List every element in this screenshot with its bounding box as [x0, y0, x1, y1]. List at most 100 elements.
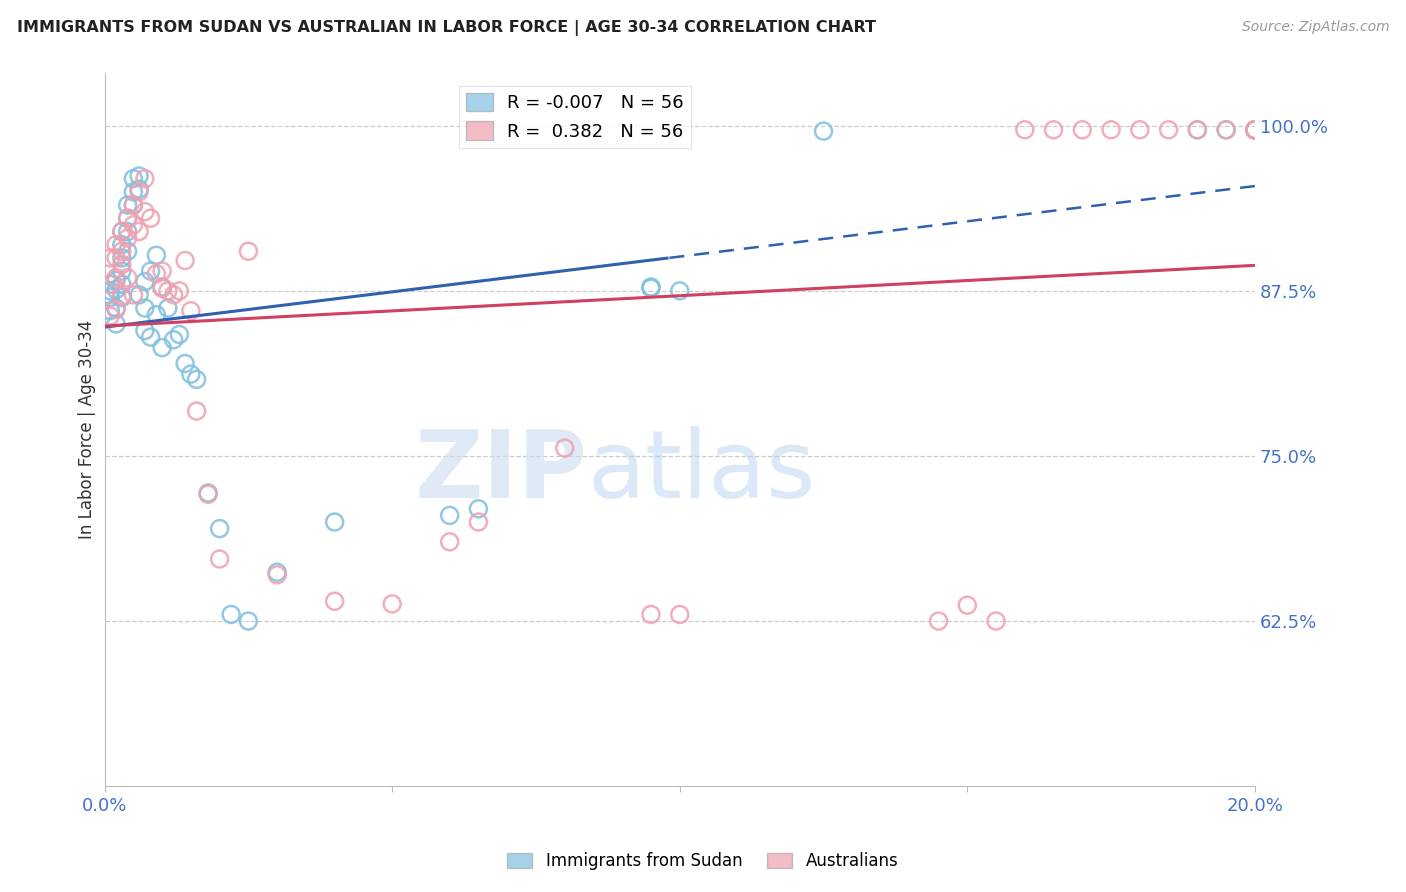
Point [238, 614, 260, 628]
Point [208, 522, 231, 536]
Text: atlas: atlas [588, 426, 815, 518]
Point [111, 244, 134, 259]
Point [186, 404, 208, 418]
Point [117, 198, 139, 212]
Point [208, 552, 231, 566]
Point [111, 277, 134, 292]
Point [111, 289, 134, 303]
Point [134, 275, 156, 289]
Point [134, 171, 156, 186]
Point [554, 441, 576, 455]
Point [150, 281, 173, 295]
Point [323, 515, 346, 529]
Point [134, 204, 156, 219]
Point [111, 237, 134, 252]
Point [156, 284, 179, 298]
Point [467, 501, 489, 516]
Point [105, 251, 128, 265]
Point [139, 330, 162, 344]
Point [105, 301, 128, 315]
Point [156, 301, 179, 315]
Point [122, 171, 145, 186]
Point [928, 614, 950, 628]
Point [122, 218, 145, 232]
Point [139, 211, 162, 226]
Point [1244, 122, 1267, 136]
Point [117, 224, 139, 238]
Point [134, 301, 156, 315]
Point [111, 224, 134, 238]
Legend: R = -0.007   N = 56, R =  0.382   N = 56: R = -0.007 N = 56, R = 0.382 N = 56 [458, 86, 692, 148]
Point [668, 607, 690, 622]
Text: IMMIGRANTS FROM SUDAN VS AUSTRALIAN IN LABOR FORCE | AGE 30-34 CORRELATION CHART: IMMIGRANTS FROM SUDAN VS AUSTRALIAN IN L… [17, 20, 876, 36]
Point [98, 309, 121, 323]
Point [98, 277, 121, 292]
Point [111, 251, 134, 265]
Point [1244, 122, 1267, 136]
Point [128, 185, 150, 199]
Point [122, 288, 145, 302]
Point [1244, 122, 1267, 136]
Point [219, 607, 242, 622]
Point [128, 182, 150, 196]
Point [1187, 122, 1209, 136]
Point [813, 124, 835, 138]
Point [238, 244, 260, 259]
Point [186, 372, 208, 386]
Point [105, 237, 128, 252]
Point [174, 253, 197, 268]
Point [640, 281, 662, 295]
Point [266, 565, 288, 579]
Point [174, 357, 197, 371]
Point [111, 257, 134, 271]
Legend: Immigrants from Sudan, Australians: Immigrants from Sudan, Australians [501, 846, 905, 877]
Point [98, 277, 121, 292]
Point [467, 515, 489, 529]
Point [98, 291, 121, 305]
Point [139, 264, 162, 278]
Text: ZIP: ZIP [415, 426, 588, 518]
Point [122, 198, 145, 212]
Point [105, 270, 128, 285]
Point [105, 317, 128, 331]
Point [956, 598, 979, 612]
Point [105, 283, 128, 297]
Point [162, 333, 184, 347]
Point [117, 270, 139, 285]
Point [180, 303, 202, 318]
Point [122, 198, 145, 212]
Point [1215, 122, 1237, 136]
Point [381, 597, 404, 611]
Point [117, 231, 139, 245]
Point [197, 486, 219, 500]
Point [323, 594, 346, 608]
Point [98, 284, 121, 298]
Point [111, 224, 134, 238]
Point [105, 302, 128, 317]
Point [122, 185, 145, 199]
Y-axis label: In Labor Force | Age 30-34: In Labor Force | Age 30-34 [79, 320, 96, 539]
Point [98, 251, 121, 265]
Point [169, 284, 191, 298]
Point [197, 487, 219, 501]
Point [111, 264, 134, 278]
Point [98, 303, 121, 318]
Point [128, 224, 150, 238]
Point [150, 280, 173, 294]
Point [1014, 122, 1036, 136]
Point [169, 327, 191, 342]
Point [668, 284, 690, 298]
Point [150, 264, 173, 278]
Point [1129, 122, 1152, 136]
Point [117, 211, 139, 226]
Point [134, 324, 156, 338]
Point [150, 341, 173, 355]
Point [1157, 122, 1180, 136]
Point [640, 280, 662, 294]
Point [117, 244, 139, 259]
Point [128, 169, 150, 183]
Point [180, 367, 202, 381]
Point [111, 291, 134, 305]
Text: Source: ZipAtlas.com: Source: ZipAtlas.com [1241, 20, 1389, 34]
Point [1244, 122, 1267, 136]
